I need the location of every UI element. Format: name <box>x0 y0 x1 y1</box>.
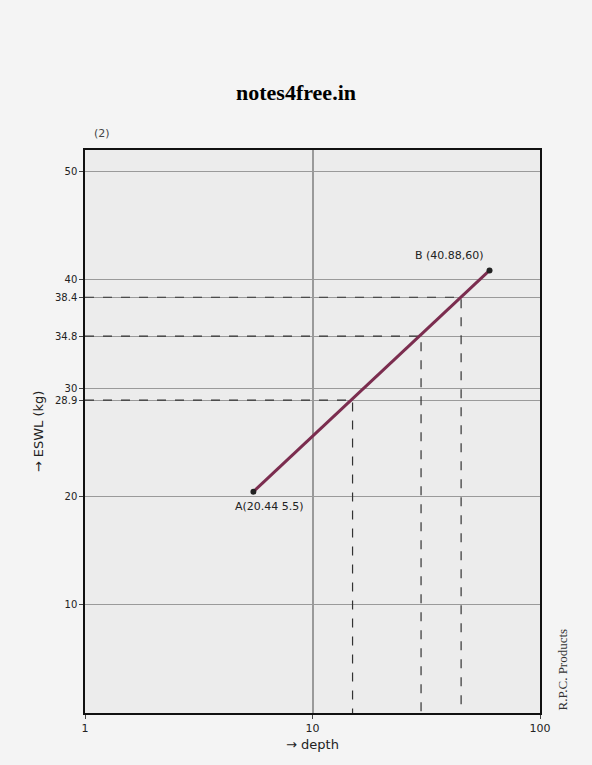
svg-text:→ depth: → depth <box>286 737 339 752</box>
svg-text:R.P.C. Products: R.P.C. Products <box>555 629 570 711</box>
svg-text:34.8: 34.8 <box>55 331 77 342</box>
svg-text:38.4: 38.4 <box>55 292 77 303</box>
svg-text:(2): (2) <box>94 127 110 140</box>
svg-text:40: 40 <box>65 274 78 285</box>
svg-text:A(20.44 5.5): A(20.44 5.5) <box>235 500 304 513</box>
svg-text:20: 20 <box>65 491 78 502</box>
svg-text:B (40.88,60): B (40.88,60) <box>415 249 484 262</box>
svg-text:→ ESWL (kg): → ESWL (kg) <box>31 391 46 473</box>
svg-text:10: 10 <box>65 599 78 610</box>
svg-text:50: 50 <box>65 166 78 177</box>
svg-text:10: 10 <box>306 722 320 735</box>
svg-text:28.9: 28.9 <box>55 395 77 406</box>
svg-text:notes4free.in: notes4free.in <box>236 80 356 105</box>
svg-text:1: 1 <box>82 722 89 735</box>
svg-text:100: 100 <box>530 722 551 735</box>
svg-text:30: 30 <box>65 383 78 394</box>
